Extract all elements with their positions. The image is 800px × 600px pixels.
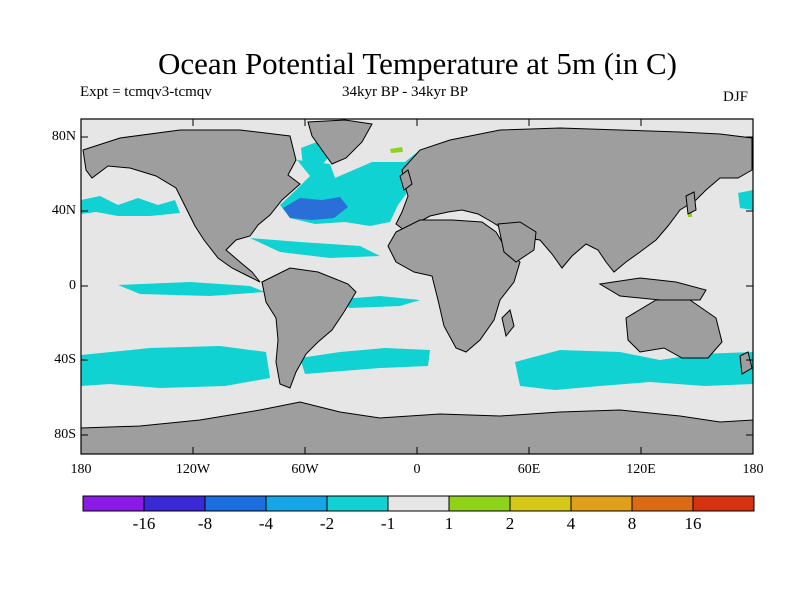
lon-label-60e: 60E — [517, 462, 541, 477]
lat-label-40s: 40S — [54, 352, 76, 367]
eurasia — [395, 127, 753, 273]
colorbar-segment — [631, 495, 694, 512]
colorbar-label-4: 4 — [566, 514, 576, 533]
new-zealand — [739, 351, 753, 375]
map-title: Ocean Potential Temperature at 5m (in C) — [158, 46, 677, 81]
colorbar-segment — [143, 495, 206, 512]
colorbar-segment — [204, 495, 267, 512]
lat-label-40n: 40N — [51, 203, 76, 218]
northwest-pacific-anomaly — [738, 190, 753, 210]
lon-label-60w: 60W — [291, 462, 319, 477]
colorbar-segment — [570, 495, 633, 512]
lon-label-0: 0 — [413, 462, 421, 477]
colorbar-label-2: 2 — [505, 514, 515, 533]
colorbar-segment — [82, 495, 145, 512]
colorbar-label-1: 1 — [444, 514, 454, 533]
africa — [387, 219, 521, 353]
lon-label-180w: 180 — [70, 462, 92, 477]
season-label: DJF — [723, 89, 749, 105]
north-america — [82, 129, 301, 283]
indonesia — [598, 277, 707, 301]
colorbar-segment — [265, 495, 328, 512]
north-atlantic-core-anomaly — [283, 197, 348, 220]
tropical-atlantic-anomaly — [330, 296, 420, 308]
colorbar-segment — [387, 495, 450, 512]
greenland — [307, 119, 373, 165]
warm-anomaly-patch — [390, 147, 403, 153]
period-label: 34kyr BP - 34kyr BP — [342, 84, 469, 100]
south-pacific-anomaly — [81, 346, 270, 388]
japan — [685, 191, 697, 215]
colorbar-label-minus16: -16 — [132, 514, 156, 533]
lat-label-80s: 80S — [54, 427, 76, 442]
tropical-pacific-anomaly — [118, 282, 265, 296]
south-atlantic-anomaly — [300, 348, 430, 374]
lat-label-0: 0 — [69, 278, 76, 293]
land-masses — [80, 119, 754, 455]
colorbar-label-minus1: -1 — [380, 514, 396, 533]
madagascar — [501, 309, 515, 338]
lon-label-120w: 120W — [175, 462, 211, 477]
uk — [399, 169, 413, 191]
arabia — [497, 221, 537, 263]
lat-label-80n: 80N — [51, 129, 76, 144]
colorbar-label-minus4: -4 — [258, 514, 274, 533]
colorbar-segment — [509, 495, 572, 512]
lon-label-180e: 180 — [742, 462, 764, 477]
tropical-atlantic-north-anomaly — [250, 238, 380, 258]
north-pacific-anomaly — [81, 196, 180, 216]
south-indian-anomaly — [515, 350, 753, 390]
colorbar-label-16: 16 — [684, 514, 702, 533]
colorbar-label-minus2: -2 — [319, 514, 335, 533]
experiment-label: Expt = tcmqv3-tcmqv — [80, 84, 212, 100]
lon-label-120e: 120E — [626, 462, 656, 477]
axis-ticks — [81, 119, 753, 454]
colorbar-label-8: 8 — [627, 514, 637, 533]
colorbar-segment — [448, 495, 511, 512]
australia — [625, 299, 723, 359]
colorbar-segment — [692, 495, 755, 512]
colorbar-label-minus8: -8 — [197, 514, 213, 533]
colorbar-segment — [326, 495, 389, 512]
cool-anomaly-regions — [81, 140, 753, 390]
south-america — [261, 267, 357, 389]
